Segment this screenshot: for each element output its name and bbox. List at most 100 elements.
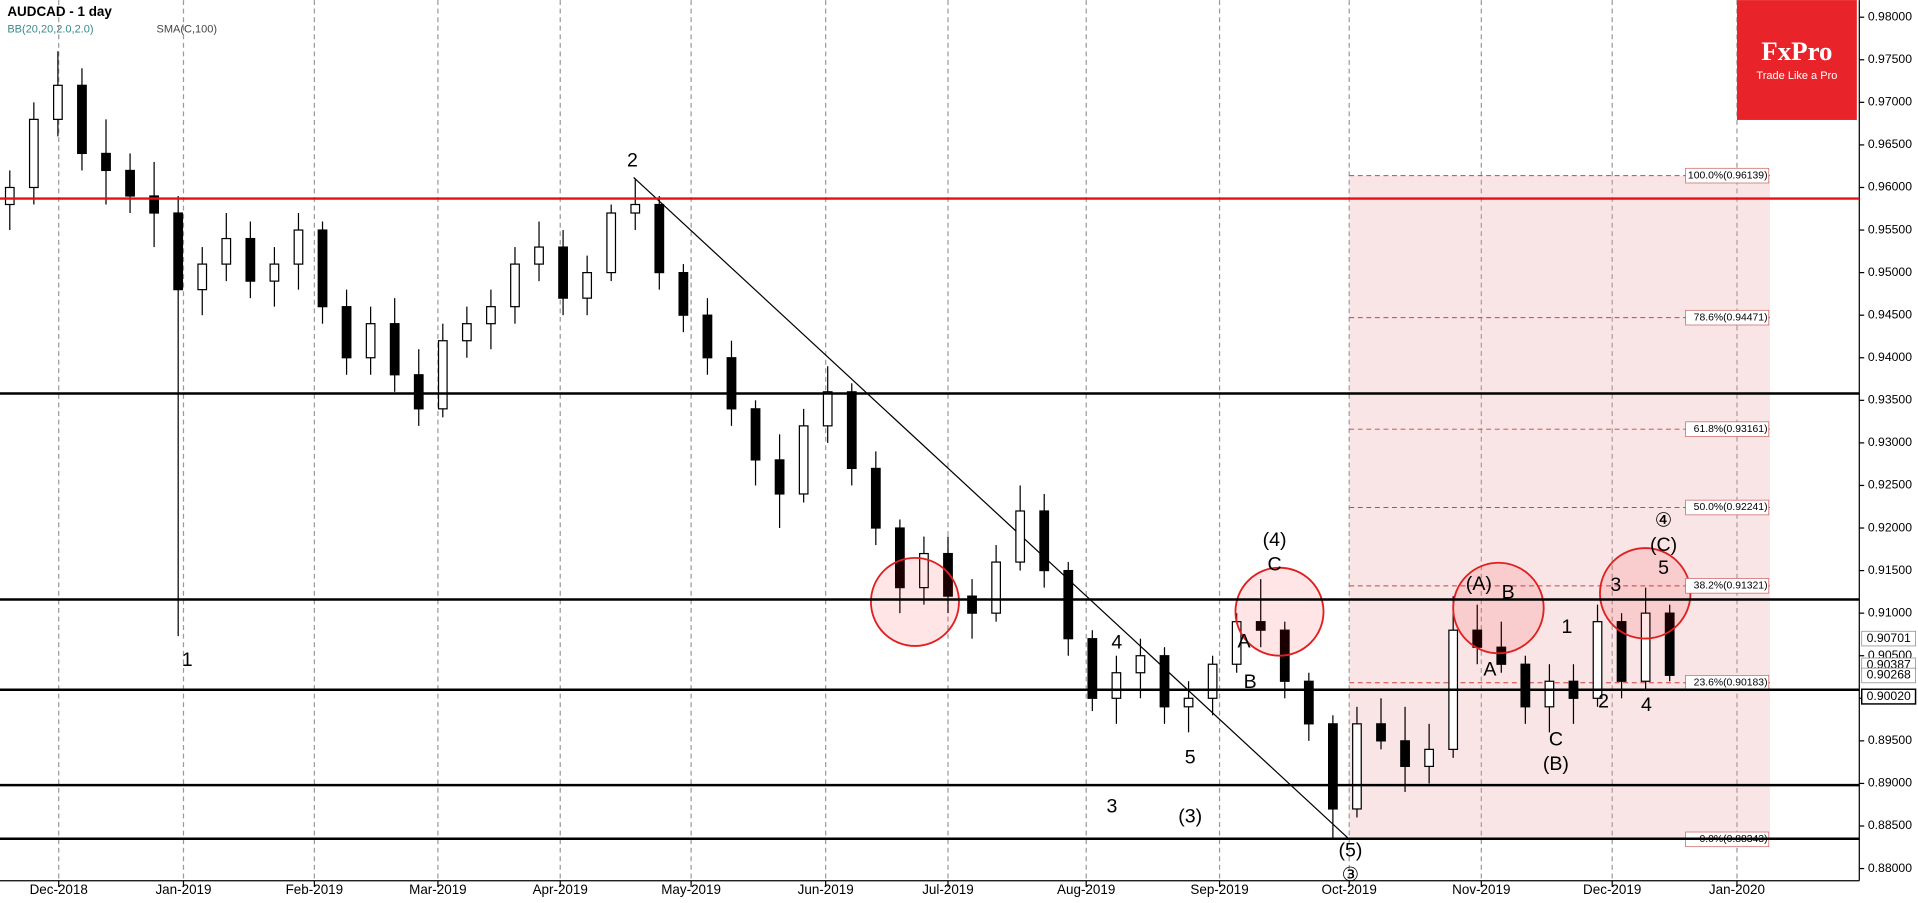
candle-body (1400, 740, 1410, 768)
candle-body (846, 391, 857, 470)
wave-label: C (1268, 553, 1282, 575)
candle-body (293, 229, 304, 265)
candle-body (1616, 621, 1627, 682)
x-tick-label: Feb-2019 (286, 882, 344, 897)
y-tick-label: 0.92500 (1868, 478, 1912, 492)
wave-labels: 1 2 4 3 5 (3) A B (4) C (5) ③ (A) B A 1 … (182, 150, 1677, 886)
x-tick-label: Jan-2019 (155, 882, 211, 897)
highlight-circle (870, 556, 960, 647)
wave-label: 3 (1610, 574, 1621, 596)
wave-label: 1 (182, 649, 193, 671)
x-tick-label: Nov-2019 (1452, 882, 1510, 897)
candle-body (269, 263, 280, 282)
y-tick-label: 0.97000 (1868, 95, 1912, 109)
wave-label: ④ (1655, 509, 1673, 531)
y-tick-label: 0.95500 (1868, 222, 1912, 236)
candle-body (1424, 748, 1435, 768)
candle-body (1159, 655, 1170, 708)
price-label: 0.90020 (1867, 689, 1911, 703)
candle-body (1255, 621, 1266, 631)
candle-body (1183, 697, 1194, 708)
candle-body (894, 527, 905, 589)
candle-body (606, 212, 617, 274)
wave-label: A (1483, 659, 1497, 681)
wave-label: B (1244, 671, 1257, 693)
x-tick-label: Mar-2019 (409, 882, 467, 897)
trend-line (633, 176, 1350, 840)
logo-brand: FxPro (1761, 36, 1832, 66)
price-label: 0.90268 (1867, 668, 1911, 682)
y-tick-label: 0.95000 (1868, 265, 1912, 279)
candle-body (4, 186, 15, 206)
y-tick-label: 0.96000 (1868, 180, 1912, 194)
y-tick-label: 0.91500 (1868, 563, 1912, 577)
candle-body (726, 357, 737, 410)
wave-label: 2 (1598, 690, 1609, 712)
fib-label: 23.6%(0.90183) (1694, 677, 1768, 688)
candle-body (53, 84, 63, 120)
candle-body (221, 237, 232, 265)
fib-label-box (1685, 309, 1770, 326)
x-tick-label: Jun-2019 (798, 882, 854, 897)
candles (4, 51, 1675, 839)
x-tick-label: Jan-2020 (1709, 882, 1765, 897)
candle-body (1544, 680, 1555, 708)
candle-body (822, 391, 833, 427)
y-tick-label: 0.94000 (1868, 350, 1912, 364)
highlight-circle (1452, 561, 1545, 655)
price-label: 0.90701 (1867, 631, 1911, 645)
candle-body (1207, 663, 1218, 699)
candle-body (943, 552, 953, 597)
fib-label: 50.0%(0.92241) (1694, 502, 1768, 513)
candle-body (77, 84, 87, 155)
candle-body (870, 467, 881, 529)
candle-body (1328, 723, 1338, 810)
candle-body (1087, 638, 1098, 699)
wave-label: 5 (1185, 747, 1196, 769)
x-tick-label: Dec-2019 (1583, 882, 1641, 897)
fib-label: 61.8%(0.93161) (1694, 424, 1768, 435)
candle-body (125, 169, 135, 197)
y-tick-label: 0.98000 (1868, 9, 1912, 23)
candle-body (101, 152, 111, 172)
candle-body (389, 323, 400, 376)
wave-label: (B) (1543, 753, 1569, 775)
logo-box (1736, 0, 1857, 120)
wave-label: (A) (1466, 573, 1492, 595)
y-tick-label: 0.92000 (1868, 520, 1912, 534)
candle-body (750, 408, 761, 461)
fib-label-box (1685, 167, 1770, 184)
wave-label: (5) (1338, 840, 1362, 862)
x-tick-label: Apr-2019 (533, 882, 588, 897)
candle-body (149, 195, 160, 214)
logo-tagline: Trade Like a Pro (1756, 70, 1837, 82)
y-tick-label: 0.89500 (1868, 733, 1912, 747)
wave-label: 3 (1106, 796, 1117, 818)
candle-body (1496, 646, 1507, 665)
candle-body (1015, 510, 1026, 563)
candle-body (461, 323, 472, 342)
candle-body (1303, 680, 1314, 725)
x-tick-label: May-2019 (661, 882, 721, 897)
y-tick-label: 0.96500 (1868, 137, 1912, 151)
fib-label-box (1685, 499, 1770, 516)
highlight-circle (1234, 566, 1325, 657)
fib-label-box (1685, 421, 1770, 437)
wave-label: 2 (627, 150, 638, 172)
candle-body (582, 272, 593, 299)
wave-label: (3) (1178, 805, 1202, 827)
wave-label: 5 (1658, 557, 1669, 579)
y-tick-label: 0.91000 (1868, 605, 1912, 619)
wave-label: (C) (1650, 534, 1677, 556)
wave-label: C (1549, 728, 1563, 750)
sma-label: SMA(C,100) (157, 23, 218, 35)
y-tick-label: 0.97500 (1868, 52, 1912, 66)
candle-body (341, 306, 352, 359)
candle-body (1039, 510, 1050, 572)
candle-body (919, 552, 929, 589)
candle-body (654, 203, 665, 274)
wave-label: 1 (1561, 616, 1572, 638)
candle-body (798, 425, 809, 495)
bb-label: BB(20,20,2.0,2.0) (7, 23, 93, 35)
